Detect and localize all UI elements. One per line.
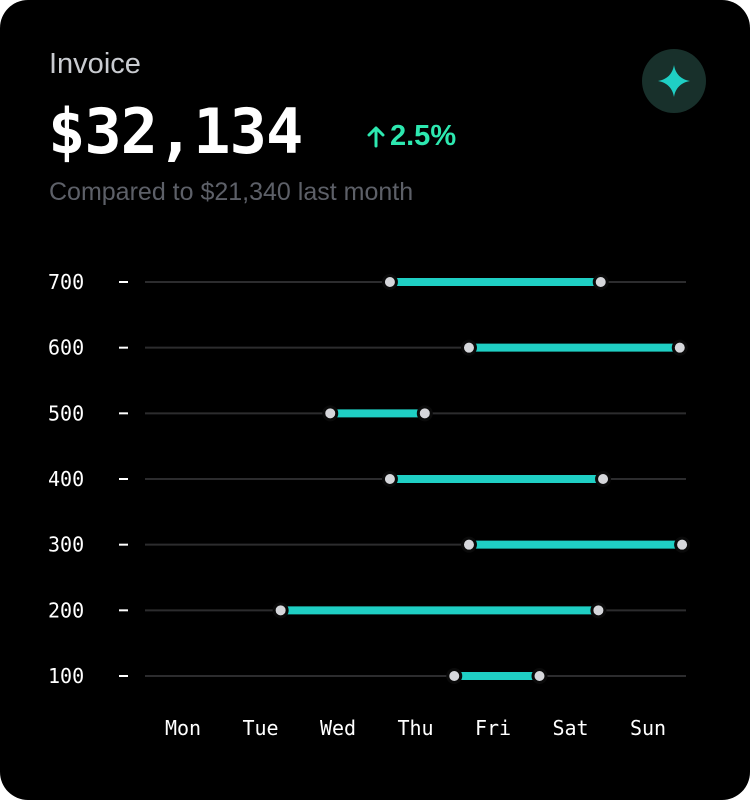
range-end-point [590, 602, 607, 619]
range-start-point [381, 471, 398, 487]
invoice-amount: $32,134 [48, 95, 303, 168]
x-tick-label: Fri [475, 716, 511, 740]
change-indicator: 2.5% [366, 120, 456, 153]
range-end-point [531, 668, 548, 684]
range-end-point [416, 405, 433, 422]
x-tick-label: Thu [397, 716, 433, 740]
y-tick-label: 200 [48, 598, 84, 622]
x-tick-label: Mon [165, 716, 201, 740]
arrow-up-icon [367, 126, 385, 147]
x-tick-label: Sat [552, 716, 588, 740]
sparkle-icon [658, 65, 690, 97]
range-start-point [322, 405, 339, 422]
card-title: Invoice [49, 48, 141, 80]
range-end-point [595, 471, 612, 487]
y-tick-label: 100 [48, 664, 84, 688]
y-tick-label: 700 [48, 270, 84, 294]
sparkle-badge[interactable] [642, 49, 706, 113]
change-value: 2.5% [390, 120, 457, 152]
range-start-point [446, 668, 463, 684]
y-tick-label: 600 [48, 336, 84, 360]
range-start-point [460, 536, 477, 553]
range-end-point [674, 536, 691, 553]
x-tick-label: Wed [320, 716, 356, 740]
y-tick-label: 400 [48, 467, 84, 491]
range-end-point [671, 339, 688, 356]
x-tick-label: Tue [242, 716, 278, 740]
range-end-point [592, 274, 609, 290]
y-tick-label: 500 [48, 401, 84, 425]
y-tick-label: 300 [48, 533, 84, 557]
range-start-point [381, 274, 398, 290]
comparison-text: Compared to $21,340 last month [49, 178, 414, 206]
range-start-point [272, 602, 289, 619]
range-start-point [460, 339, 477, 356]
x-tick-label: Sun [630, 716, 666, 740]
